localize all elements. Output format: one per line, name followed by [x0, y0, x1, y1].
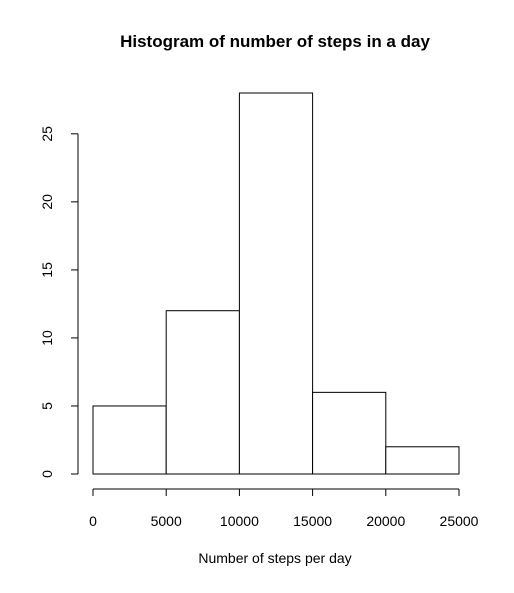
- x-axis-label: Number of steps per day: [198, 550, 351, 566]
- y-tick-label: 5: [39, 402, 55, 410]
- y-tick-label: 25: [39, 126, 55, 142]
- y-tick-label: 15: [39, 262, 55, 278]
- histogram-bar-3: [312, 391, 387, 475]
- histogram-bar-2: [238, 92, 314, 475]
- x-tick-label: 25000: [440, 513, 479, 529]
- y-tick-label: 10: [39, 330, 55, 346]
- y-tick-label: 20: [39, 194, 55, 210]
- y-axis: 0 5 10 15 20 25: [39, 126, 79, 478]
- chart-title: Histogram of number of steps in a day: [120, 32, 430, 51]
- histogram-bar-0: [92, 405, 167, 475]
- histogram-bar-1: [165, 310, 240, 475]
- x-tick-label: 0: [89, 513, 97, 529]
- x-tick-label: 20000: [366, 513, 405, 529]
- histogram-bar-4: [385, 446, 460, 475]
- x-axis: 0 5000 10000 15000 20000 25000: [89, 488, 479, 529]
- x-tick-label: 5000: [151, 513, 182, 529]
- y-tick-label: 0: [39, 470, 55, 478]
- x-tick-label: 10000: [220, 513, 259, 529]
- x-tick-label: 15000: [293, 513, 332, 529]
- bars-group: [92, 92, 460, 475]
